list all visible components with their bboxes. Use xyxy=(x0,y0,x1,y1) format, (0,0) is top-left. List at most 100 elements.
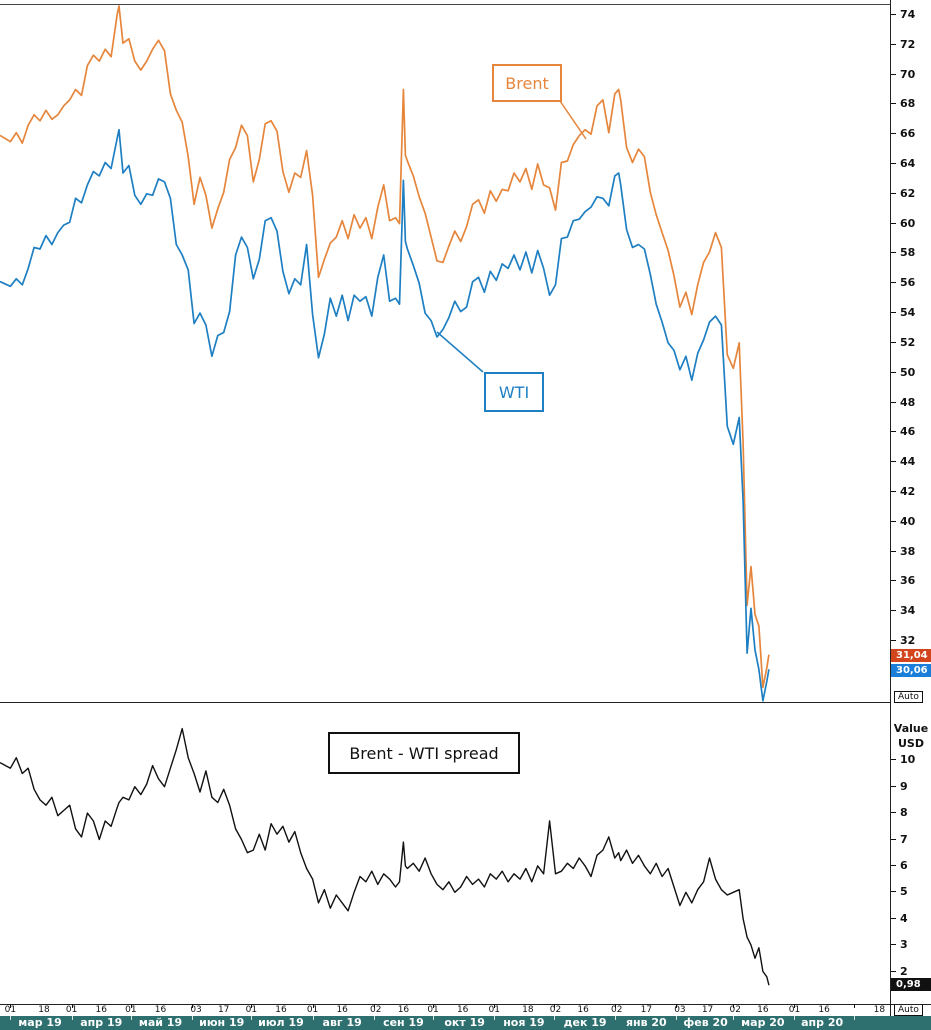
time-axis-day-label: 16 xyxy=(397,1005,410,1015)
time-axis-day-label: 16 xyxy=(757,1005,769,1015)
spread-axis-tick: 4 xyxy=(891,912,931,925)
spread-axis-tick: 5 xyxy=(891,886,931,898)
time-axis-month-label: ноя 19 xyxy=(503,1016,545,1029)
wti-annotation-label: WTI xyxy=(498,382,530,402)
month-boundary-tick xyxy=(251,1016,252,1020)
time-axis-day-label: 18 xyxy=(38,1005,50,1015)
month-boundary-tick xyxy=(854,1016,855,1020)
time-axis-day-label: 16 xyxy=(336,1005,348,1015)
time-axis-day-label: 03 xyxy=(674,1005,686,1015)
brent-series-line xyxy=(0,5,770,689)
time-axis-month-label: янв 20 xyxy=(625,1016,667,1029)
month-boundary-tick xyxy=(192,1016,193,1020)
spread-axis-tick: 9 xyxy=(891,780,931,793)
time-axis-tick xyxy=(131,1004,132,1008)
time-axis-tick xyxy=(251,1004,252,1008)
spread-title-box[interactable]: Brent - WTI spread xyxy=(328,732,520,774)
time-axis-month-bar[interactable]: мар 19 апр 19 май 19 июн 19 июл 19 авг 19 сен … xyxy=(0,1016,931,1030)
time-axis-day-label: 01 xyxy=(788,1005,801,1015)
time-axis-day-label: 02 xyxy=(549,1005,562,1015)
time-axis-month-label: авг 19 xyxy=(322,1016,362,1029)
price-axis-tick: 52 xyxy=(891,336,931,349)
spread-axis-unit-line2: USD xyxy=(898,737,924,750)
price-axis-tick: 34 xyxy=(891,605,931,617)
wti-annotation-box[interactable]: WTI xyxy=(484,372,544,412)
spread-axis-tick: 6 xyxy=(891,859,931,872)
price-axis-tick: 68 xyxy=(891,98,931,110)
time-axis-day-label: 02 xyxy=(370,1005,382,1015)
panel-separator[interactable] xyxy=(0,702,931,703)
time-axis-month-label: мар 20 xyxy=(741,1016,785,1029)
brent-annotation-box[interactable]: Brent xyxy=(492,64,562,102)
time-axis-day-label: 01 xyxy=(4,1005,17,1015)
price-axis-tick: 44 xyxy=(891,456,931,468)
time-axis-tick xyxy=(433,1004,434,1008)
time-axis-day-labels[interactable]: 01 18 01 16 01 16 03 17 01 16 01 16 02 16 01 16 01 18 02 16… xyxy=(0,1005,931,1016)
time-axis-day-label: 17 xyxy=(217,1005,230,1015)
price-axis-tick: 64 xyxy=(891,158,931,170)
month-boundary-tick xyxy=(433,1016,434,1020)
price-axis-tick: 66 xyxy=(891,128,931,140)
spread-last-value-badge: 0,98 xyxy=(891,978,931,992)
time-axis-day-label: 17 xyxy=(701,1005,714,1015)
time-axis-tick-marks xyxy=(0,1004,931,1009)
month-boundary-tick xyxy=(374,1016,375,1020)
month-boundary-tick xyxy=(131,1016,132,1020)
price-axis-tick: 58 xyxy=(891,247,931,259)
month-boundary-tick xyxy=(494,1016,495,1020)
spread-axis-tick: 10 xyxy=(891,754,931,766)
time-axis-day-label: 01 xyxy=(125,1005,137,1015)
time-axis-day-label: 16 xyxy=(456,1005,469,1015)
time-axis-month-label: фев 20 xyxy=(683,1016,728,1029)
price-axis-tick: 60 xyxy=(891,217,931,230)
price-chart-canvas[interactable] xyxy=(0,0,890,703)
time-axis-day-label: 01 xyxy=(427,1005,439,1015)
time-axis-day-label: 16 xyxy=(818,1005,830,1015)
time-axis-month-label: сен 19 xyxy=(383,1016,424,1029)
time-axis-line xyxy=(0,1004,931,1005)
brent-annotation-connector xyxy=(557,97,587,140)
time-axis-day-label: 01 xyxy=(65,1005,78,1015)
time-axis-day-label: 02 xyxy=(610,1005,623,1015)
spread-axis-tick: 3 xyxy=(891,939,931,951)
price-axis-tick: 32 xyxy=(891,635,931,647)
month-boundary-tick xyxy=(794,1016,795,1020)
time-axis-day-label: 18 xyxy=(873,1005,886,1015)
time-axis-day-label: 03 xyxy=(190,1005,202,1015)
price-axis-tick: 56 xyxy=(891,277,931,289)
time-axis-day-label: 18 xyxy=(522,1005,534,1015)
price-axis-column[interactable]: 74 72 70 68 66 64 62 60 58 56 54 52 50 48 46 44 42 40 38 36… xyxy=(890,0,931,1016)
time-axis-month-label: мар 19 xyxy=(18,1016,62,1029)
spread-axis-tick: 8 xyxy=(891,807,931,819)
price-axis-tick: 62 xyxy=(891,187,931,200)
time-axis-tick xyxy=(794,1004,795,1008)
spread-axis-unit-line1: Value xyxy=(893,722,929,735)
time-axis-tick xyxy=(733,1004,734,1008)
month-boundary-tick xyxy=(10,1016,11,1020)
wti-annotation-connector xyxy=(436,331,484,373)
spread-series-line xyxy=(0,727,770,986)
time-axis-month-label: июн 19 xyxy=(199,1016,245,1029)
time-axis-day-label: 16 xyxy=(154,1005,167,1015)
time-axis-month-label: окт 19 xyxy=(444,1016,485,1029)
spread-title-label: Brent - WTI spread xyxy=(349,743,499,763)
price-axis-tick: 46 xyxy=(891,426,931,438)
price-axis-tick: 48 xyxy=(891,396,931,409)
price-axis-tick: 74 xyxy=(891,8,931,21)
time-axis-tick xyxy=(313,1004,314,1008)
main-axis-auto-button[interactable]: Auto xyxy=(894,691,923,703)
time-axis-day-label: 01 xyxy=(306,1005,319,1015)
brent-last-price-badge: 31,04 xyxy=(891,648,931,662)
spread-chart-canvas[interactable] xyxy=(0,703,890,1004)
price-axis-tick: 70 xyxy=(891,68,931,81)
price-axis-tick: 36 xyxy=(891,575,931,587)
time-axis-tick xyxy=(554,1004,555,1008)
time-axis-month-label: дек 19 xyxy=(563,1016,607,1029)
price-axis-tick: 50 xyxy=(891,366,931,379)
time-axis-tick xyxy=(72,1004,73,1008)
brent-annotation-label: Brent xyxy=(505,73,549,93)
price-axis-tick: 54 xyxy=(891,307,931,319)
month-boundary-tick xyxy=(554,1016,555,1020)
spread-axis-tick: 7 xyxy=(891,833,931,846)
